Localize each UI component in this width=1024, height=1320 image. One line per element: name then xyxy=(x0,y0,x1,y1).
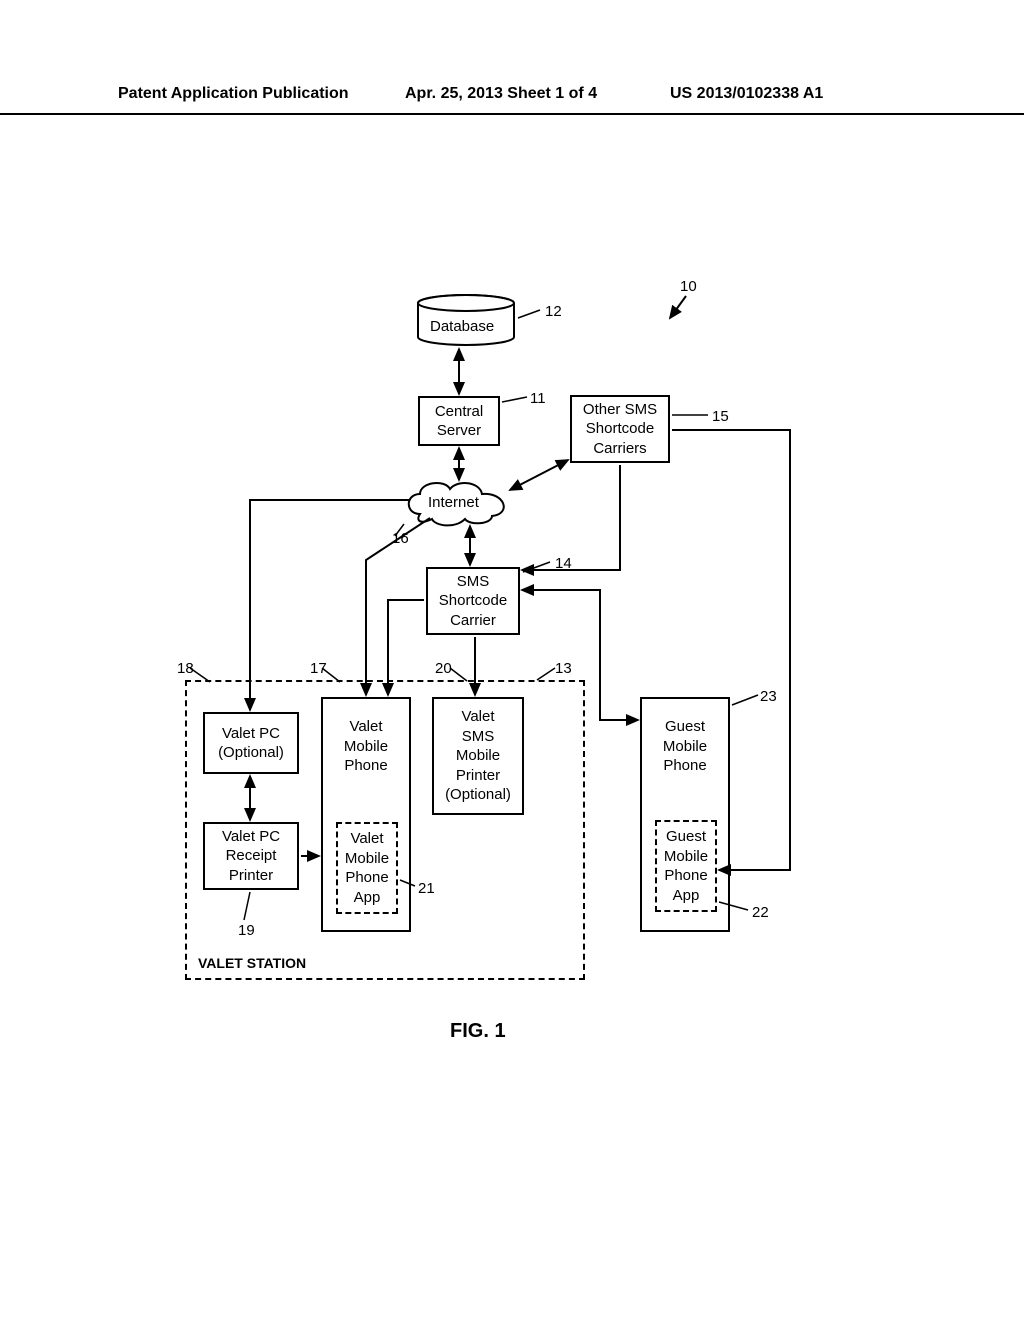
figure-label: FIG. 1 xyxy=(450,1020,506,1043)
valet-pc-text: Valet PC(Optional) xyxy=(218,724,284,763)
valet-receipt-text: Valet PCReceiptPrinter xyxy=(222,827,280,886)
ref-10-text: 10 xyxy=(680,278,697,295)
ref-19: 19 xyxy=(238,922,255,939)
guest-mobile-text: GuestMobilePhone xyxy=(663,717,707,776)
header-right: US 2013/0102338 A1 xyxy=(670,85,823,103)
ref-20: 20 xyxy=(435,660,452,677)
page: Patent Application Publication Apr. 25, … xyxy=(0,0,1024,1320)
connectors-svg xyxy=(0,0,1024,1320)
guest-app-text: GuestMobilePhoneApp xyxy=(664,827,708,905)
ref-17: 17 xyxy=(310,660,327,677)
ref-22: 22 xyxy=(752,904,769,921)
valet-mobile-text: ValetMobilePhone xyxy=(344,717,388,776)
ref-13: 13 xyxy=(555,660,572,677)
ref-16: 16 xyxy=(392,530,409,547)
central-server-text: CentralServer xyxy=(435,402,483,441)
database-label: Database xyxy=(430,318,494,335)
guest-app-node: GuestMobilePhoneApp xyxy=(655,820,717,912)
internet-label: Internet xyxy=(428,494,479,511)
sms-carrier-node: SMSShortcodeCarrier xyxy=(426,567,520,635)
central-server-node: CentralServer xyxy=(418,396,500,446)
other-sms-text: Other SMSShortcodeCarriers xyxy=(583,400,657,459)
ref-12: 12 xyxy=(545,303,562,320)
valet-receipt-node: Valet PCReceiptPrinter xyxy=(203,822,299,890)
ref-23: 23 xyxy=(760,688,777,705)
valet-sms-printer-node: ValetSMSMobilePrinter(Optional) xyxy=(432,697,524,815)
header-left: Patent Application Publication xyxy=(118,85,349,103)
ref-21: 21 xyxy=(418,880,435,897)
other-sms-node: Other SMSShortcodeCarriers xyxy=(570,395,670,463)
sms-carrier-text: SMSShortcodeCarrier xyxy=(439,572,507,631)
ref-15: 15 xyxy=(712,408,729,425)
valet-station-label: VALET STATION xyxy=(198,955,306,971)
valet-pc-node: Valet PC(Optional) xyxy=(203,712,299,774)
valet-sms-printer-text: ValetSMSMobilePrinter(Optional) xyxy=(445,707,511,805)
ref-18: 18 xyxy=(177,660,194,677)
valet-app-text: ValetMobilePhoneApp xyxy=(345,829,389,907)
page-header: Patent Application Publication Apr. 25, … xyxy=(0,85,1024,115)
ref-14: 14 xyxy=(555,555,572,572)
header-center: Apr. 25, 2013 Sheet 1 of 4 xyxy=(405,85,597,103)
valet-app-node: ValetMobilePhoneApp xyxy=(336,822,398,914)
ref-11: 11 xyxy=(530,390,546,407)
